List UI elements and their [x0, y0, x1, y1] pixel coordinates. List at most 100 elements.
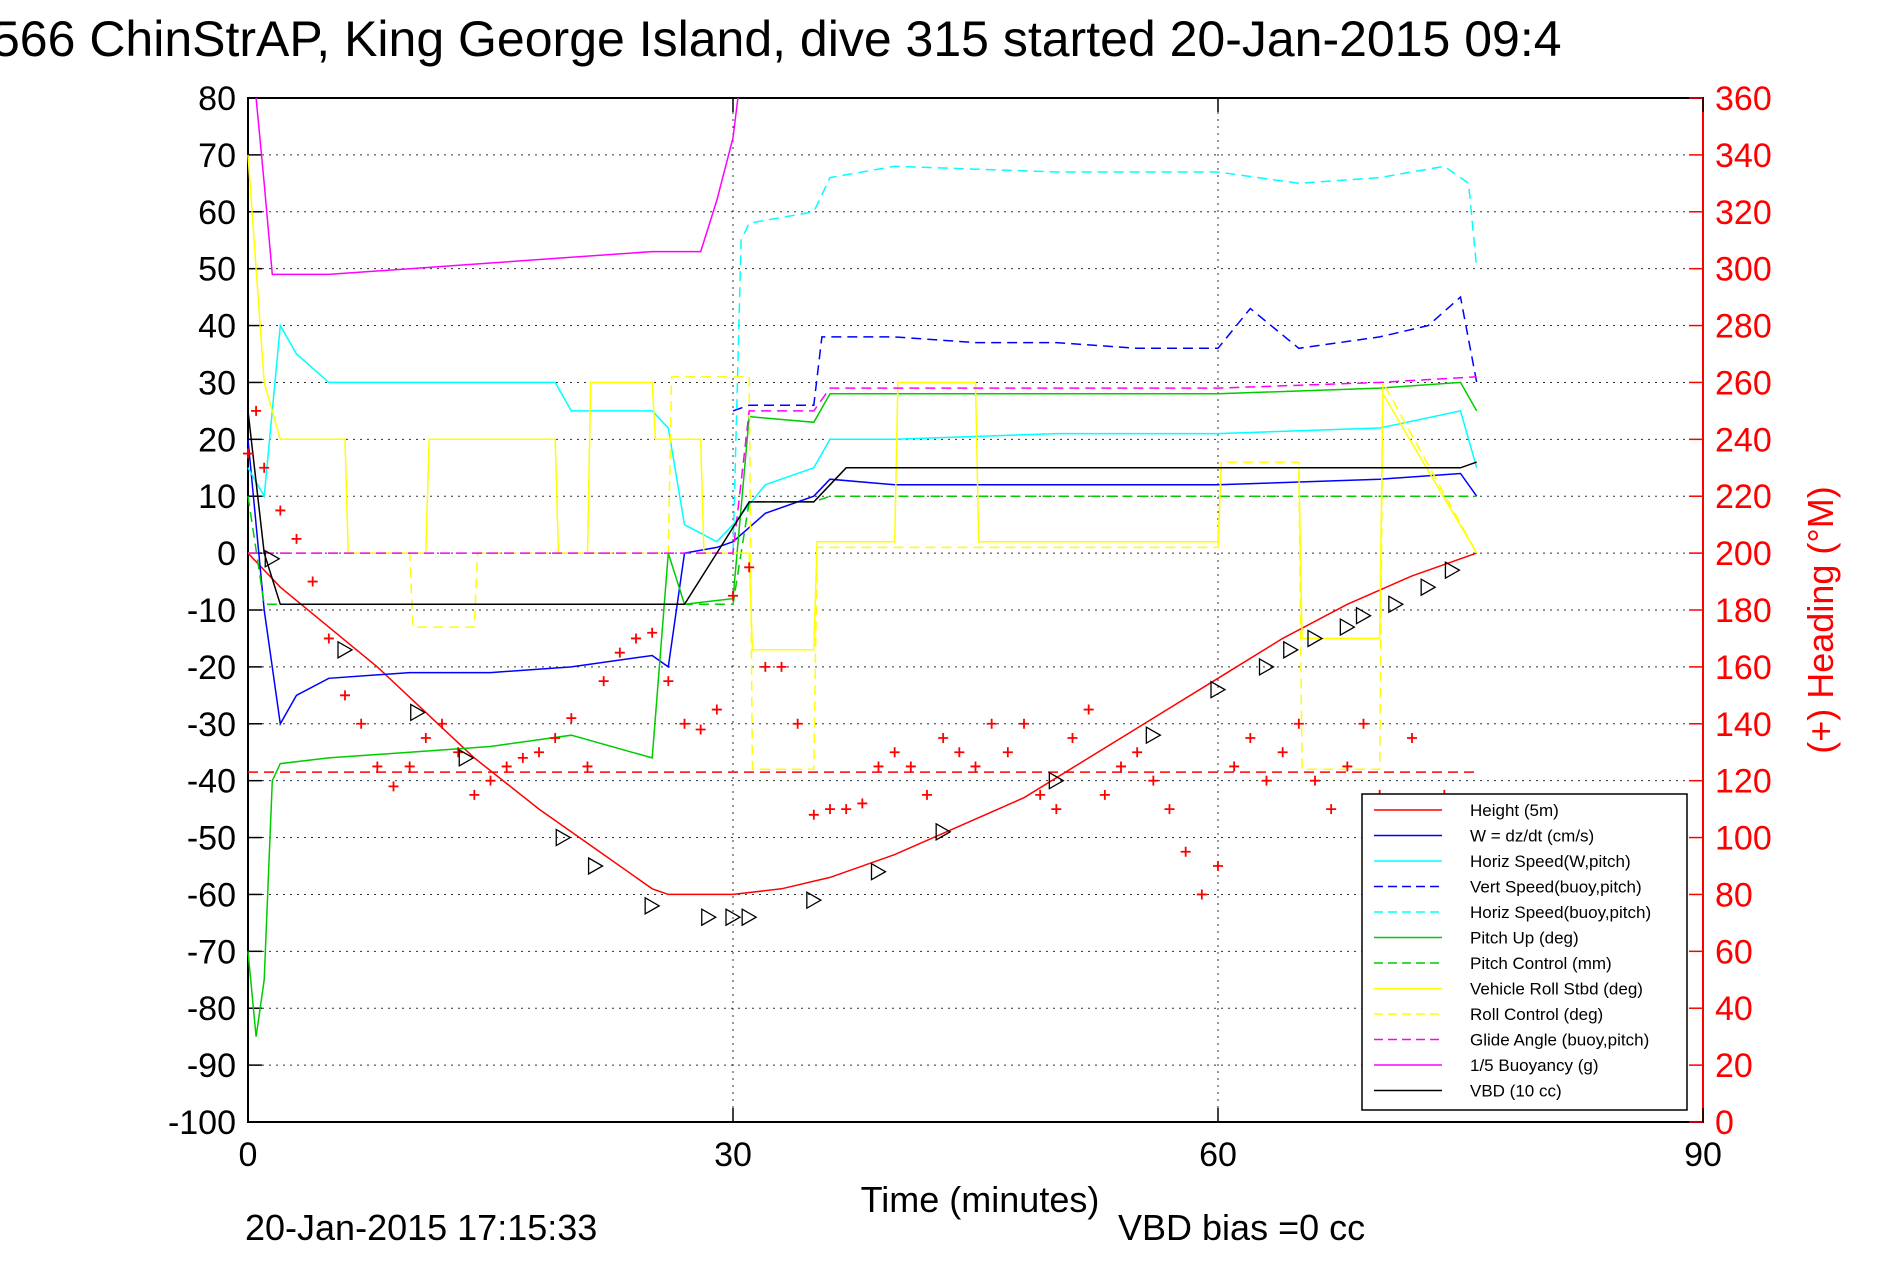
- heading-point: [792, 718, 803, 729]
- heading-point: [1277, 747, 1288, 758]
- heading-point: [1342, 761, 1353, 772]
- legend-label: W = dz/dt (cm/s): [1470, 827, 1594, 846]
- heading-point: [889, 747, 900, 758]
- x-tick-label: 60: [1199, 1136, 1237, 1174]
- legend-label: Horiz Speed(W,pitch): [1470, 852, 1631, 871]
- depth-marker-point: [1420, 578, 1437, 597]
- depth-marker-point: [458, 748, 475, 768]
- heading-point: [469, 789, 480, 800]
- y-right-tick-label: 60: [1715, 933, 1753, 971]
- depth-marker-point: [741, 908, 758, 927]
- heading-markers: [243, 405, 1482, 900]
- legend-label: Height (5m): [1470, 801, 1559, 820]
- heading-point: [404, 761, 415, 772]
- y-right-tick-label: 220: [1715, 478, 1772, 516]
- heading-point: [711, 704, 722, 715]
- depth-markers: [264, 549, 1461, 927]
- y-right-tick-label: 140: [1715, 706, 1772, 744]
- heading-point: [1196, 889, 1207, 900]
- heading-point: [922, 789, 932, 800]
- heading-point: [1326, 804, 1337, 815]
- heading-point: [1051, 804, 1062, 815]
- y-axis-right: 3603403203002802602402202001801601401201…: [1689, 80, 1772, 1142]
- w-dz-dt-cm-s-line: [247, 439, 1478, 727]
- depth-marker-point: [1307, 629, 1324, 648]
- depth-marker-point: [1210, 680, 1227, 699]
- y-right-tick-label: 0: [1715, 1104, 1734, 1142]
- y-tick-label: 70: [198, 137, 236, 175]
- legend-label: Vert Speed(buoy,pitch): [1470, 878, 1642, 897]
- y-tick-label: -30: [187, 706, 236, 744]
- y-axis-right-label: (+) Heading (°M): [1800, 486, 1841, 753]
- y-tick-label: 60: [198, 194, 236, 232]
- heading-point: [1132, 747, 1143, 758]
- heading-point: [453, 747, 464, 758]
- heading-point: [291, 533, 302, 544]
- y-tick-label: -100: [168, 1104, 236, 1142]
- roll-control-deg-line: [248, 376, 1478, 771]
- heading-point: [534, 747, 544, 758]
- 1-5-buoyancy-g-line: [255, 97, 739, 276]
- heading-point: [744, 562, 755, 573]
- y-right-tick-label: 80: [1715, 876, 1753, 914]
- heading-point: [1035, 789, 1046, 800]
- heading-point: [501, 761, 512, 772]
- heading-point: [728, 590, 738, 601]
- depth-marker-point: [1283, 640, 1300, 659]
- heading-point: [986, 718, 997, 729]
- heading-point: [1245, 733, 1256, 743]
- heading-point: [679, 718, 690, 729]
- heading-point: [1358, 718, 1369, 729]
- y-tick-label: 50: [198, 251, 236, 289]
- heading-point: [905, 761, 916, 772]
- y-tick-label: 40: [198, 308, 236, 346]
- heading-point: [1148, 775, 1159, 786]
- vert-speed-buoy-pitch-line: [732, 295, 1478, 412]
- y-tick-label: -70: [187, 933, 236, 971]
- y-axis-left: 80 70 60 50 40 30 20 10 0 -10 -20 -30 -40 -50 -60 -70 -8…: [168, 80, 262, 1142]
- heading-point: [340, 690, 350, 701]
- depth-marker-point: [587, 856, 604, 876]
- y-right-tick-label: 160: [1715, 649, 1772, 687]
- heading-point: [243, 448, 253, 459]
- depth-marker-point: [1339, 617, 1356, 637]
- heading-point: [566, 713, 577, 724]
- heading-point: [251, 405, 262, 416]
- x-axis-label: Time (minutes): [861, 1179, 1100, 1220]
- heading-point: [1099, 789, 1110, 800]
- heading-point: [873, 761, 884, 772]
- depth-marker-point: [555, 828, 572, 847]
- vbd-bias-label: VBD bias =0 cc: [1118, 1207, 1365, 1248]
- y-right-tick-label: 240: [1715, 421, 1772, 459]
- y-right-tick-label: 300: [1715, 251, 1772, 289]
- height-5m-line: [247, 552, 1477, 896]
- heading-point: [614, 647, 625, 658]
- heading-point: [776, 661, 787, 672]
- y-tick-label: -80: [187, 990, 236, 1028]
- heading-point: [1261, 775, 1272, 786]
- heading-point: [582, 761, 593, 772]
- timestamp-label: 20-Jan-2015 17:15:33: [245, 1207, 597, 1248]
- heading-point: [1019, 718, 1029, 729]
- heading-point: [841, 804, 852, 815]
- depth-marker-point: [935, 822, 952, 841]
- depth-marker-point: [264, 549, 281, 568]
- y-tick-label: -50: [187, 820, 236, 858]
- y-tick-label: -90: [187, 1047, 236, 1085]
- heading-point: [1116, 761, 1126, 772]
- x-tick-label: 30: [714, 1136, 752, 1174]
- horiz-speed-buoy-pitch-line: [732, 165, 1478, 554]
- depth-marker-point: [337, 640, 354, 659]
- heading-point: [1229, 761, 1240, 772]
- y-tick-label: 20: [198, 421, 236, 459]
- heading-point: [372, 761, 383, 772]
- vbd-10-cc-line: [247, 410, 1477, 606]
- y-tick-label: -60: [187, 876, 236, 914]
- legend-label: Glide Angle (buoy,pitch): [1470, 1031, 1649, 1050]
- heading-point: [825, 804, 835, 815]
- heading-point: [954, 747, 965, 758]
- heading-point: [1213, 861, 1223, 871]
- heading-point: [1083, 704, 1094, 715]
- depth-marker-point: [410, 703, 427, 722]
